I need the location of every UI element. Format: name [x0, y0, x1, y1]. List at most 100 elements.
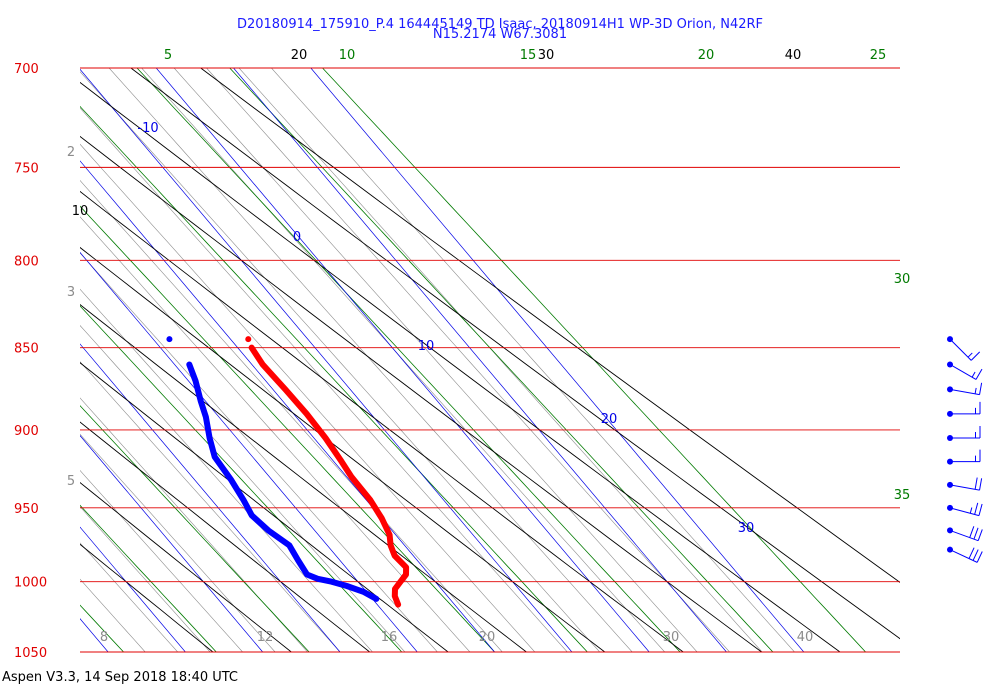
wind-barb-feather [971, 371, 976, 378]
moist-adiabat [80, 325, 373, 652]
wind-barb-shaft [949, 549, 978, 563]
dry-adiabat-label: 10 [72, 204, 89, 219]
wind-barb-feather [969, 507, 973, 514]
wind-barb-feather [968, 547, 975, 559]
dry-adiabat [80, 481, 293, 652]
wind-barb-shaft [949, 507, 980, 517]
dry-adiabat [130, 68, 900, 640]
mixing-ratio-label: 10 [339, 48, 356, 63]
moist-adiabat [80, 252, 438, 652]
axis-labels: 700 750 800 850 900 950 1000 1050 -10 0 10 20 30 8 12 1… [14, 48, 910, 661]
mixing-ratio-line [321, 68, 867, 652]
pressure-label: 950 [14, 502, 39, 517]
moist-adiabat [80, 288, 406, 652]
bottom-axis-label: 20 [479, 630, 496, 645]
wind-barb-feather [979, 478, 983, 491]
moist-adiabat [206, 68, 731, 652]
moist-adiabat [80, 107, 568, 652]
dry-adiabat [80, 246, 606, 652]
sounding-traces [166, 336, 410, 608]
isotherm-label: 20 [601, 412, 618, 427]
pressure-label: 900 [14, 424, 39, 439]
wind-barb-feather [977, 529, 983, 541]
moist-adiabat [141, 68, 666, 652]
mixing-ratio-line [80, 405, 310, 652]
isotherm-line [80, 343, 341, 652]
dry-adiabat [80, 362, 449, 652]
moist-adiabat [80, 433, 276, 652]
wind-barb-feather [969, 526, 975, 538]
mixing-ratio-line [80, 205, 496, 652]
moist-adiabat [238, 68, 763, 652]
mixing-ratio-label: 30 [894, 272, 911, 287]
mixing-ratio-line [80, 305, 403, 652]
mixing-ratio-label: 5 [164, 48, 172, 63]
chart-subtitle-location: N15.2174 W67.3081 [432, 27, 568, 42]
dry-adiabat-label: 40 [785, 48, 802, 63]
moist-adiabat [108, 68, 633, 652]
dry-adiabat [80, 81, 841, 652]
bottom-axis-label: 12 [257, 630, 274, 645]
dewpoint-point [166, 336, 173, 343]
moist-adiabat [80, 71, 601, 652]
moist-adiabat-label: 5 [67, 474, 75, 489]
moist-adiabat-label: 2 [67, 145, 75, 160]
wind-barb-feather [970, 351, 981, 361]
isotherm-label: -10 [137, 121, 158, 136]
wind-barb-feather [979, 382, 983, 395]
pressure-label: 1000 [14, 576, 47, 591]
temperature-point [245, 336, 252, 343]
bottom-axis-label: 8 [100, 630, 108, 645]
isotherms [80, 68, 805, 652]
moist-adiabat [80, 506, 211, 652]
wind-barb-feather [974, 387, 977, 394]
moist-adiabat [80, 361, 341, 652]
moist-adiabat [80, 143, 536, 652]
moist-adiabat-label: 3 [67, 285, 75, 300]
isotherm-line [233, 68, 727, 652]
moist-adiabat [270, 68, 795, 652]
mixing-ratio-line [80, 105, 588, 652]
pressure-label: 800 [14, 254, 39, 269]
dry-adiabats [80, 68, 900, 652]
dry-adiabat [80, 304, 528, 652]
pressure-label: 750 [14, 161, 39, 176]
dry-adiabat [80, 421, 371, 652]
moist-adiabat [80, 180, 503, 652]
wind-barb-feather [975, 368, 983, 380]
bottom-axis-label: 16 [381, 630, 398, 645]
pressure-label: 850 [14, 342, 39, 357]
mixing-ratio-line [136, 68, 681, 652]
mixing-ratio-lines [80, 68, 867, 652]
wind-barb-feather [973, 527, 979, 540]
pressure-label: 700 [14, 62, 39, 77]
wind-barb-shaft [949, 388, 980, 396]
isotherm-label: 0 [293, 230, 301, 245]
dewpoint-trace [186, 361, 380, 602]
wind-barb-feather [976, 551, 983, 563]
dry-adiabat [199, 68, 900, 583]
isotherm-line [310, 68, 805, 652]
wind-barb-feather [978, 503, 983, 516]
wind-barb-shaft [949, 338, 972, 361]
mixing-ratio-label: 25 [870, 48, 887, 63]
wind-barb-feather [972, 549, 979, 561]
isobars [80, 67, 900, 653]
isotherm-line [80, 68, 573, 652]
isotherm-line [80, 618, 109, 652]
moist-adiabat [173, 68, 698, 652]
isotherm-line [80, 251, 418, 652]
moist-adiabat [80, 578, 146, 652]
mixing-ratio-line [80, 504, 217, 652]
mixing-ratio-label: 35 [894, 488, 911, 503]
chart-title: D20180914_175910_P.4 164445149 TD Isaac,… [236, 17, 764, 32]
wind-barbs [947, 336, 983, 563]
temperature-trace [248, 344, 410, 608]
moist-adiabat [80, 397, 308, 652]
isotherm-line [80, 160, 495, 652]
moist-adiabat [80, 542, 179, 652]
wind-barb-feather [967, 352, 973, 358]
moist-adiabat [80, 216, 471, 652]
isotherm-line [80, 435, 263, 652]
wind-barb-feather [974, 502, 979, 515]
